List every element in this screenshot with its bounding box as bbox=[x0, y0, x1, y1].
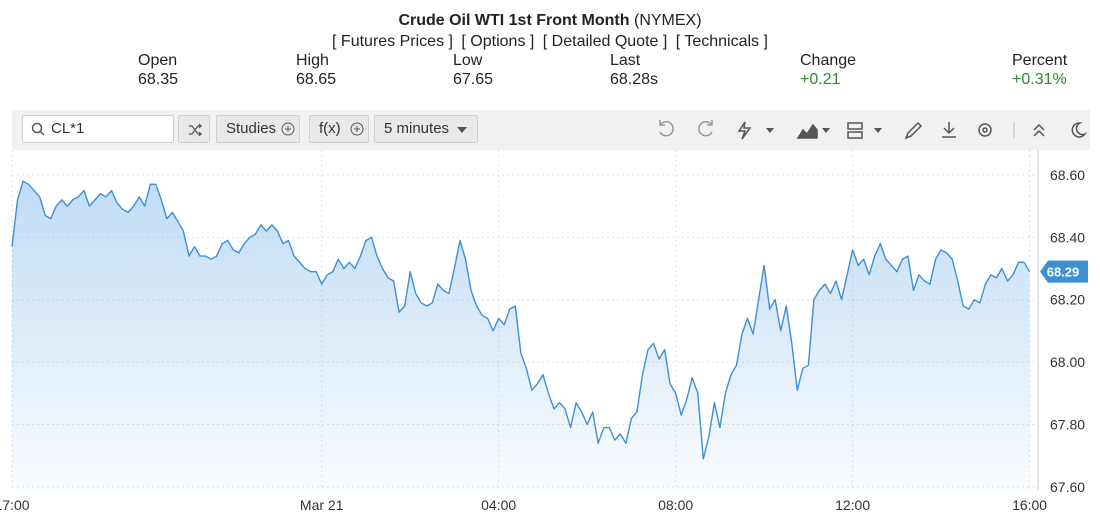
chart: 67.60 67.80 68.00 68.20 68.40 68.60 17:00 Mar 2… bbox=[0, 150, 1100, 514]
symbol: CL*1 bbox=[51, 120, 85, 137]
x-tick-label: 08:00 bbox=[658, 497, 693, 513]
quote-value: +0.21 bbox=[800, 71, 841, 88]
quote-value: 68.65 bbox=[296, 71, 337, 88]
quote-label: Percent bbox=[1012, 52, 1068, 69]
y-tick-label: 67.60 bbox=[1050, 479, 1085, 495]
search-icon bbox=[31, 122, 45, 136]
settings-icon[interactable] bbox=[978, 123, 992, 137]
link[interactable]: [ Options ] bbox=[461, 33, 535, 50]
collapse-icon[interactable] bbox=[1033, 123, 1045, 137]
quote-value: +0.31% bbox=[1012, 71, 1067, 88]
links: [ Futures Prices ] [ Options ] [ Detaile… bbox=[0, 33, 1100, 51]
y-tick-label: 68.00 bbox=[1050, 354, 1085, 370]
studies: Studies bbox=[226, 120, 277, 137]
link[interactable]: [ Technicals ] bbox=[675, 33, 768, 50]
last-value-tag bbox=[1040, 260, 1088, 283]
link[interactable]: [ Detailed Quote ] bbox=[542, 33, 668, 50]
x-tick-label: 04:00 bbox=[481, 497, 516, 513]
x-tick-label: 12:00 bbox=[835, 497, 870, 513]
title: Crude Oil WTI 1st Front Month bbox=[398, 12, 630, 29]
fx-button[interactable]: f(x) bbox=[309, 115, 369, 143]
x-axis-band bbox=[0, 492, 1100, 514]
last-value-label: 68.29 bbox=[1047, 265, 1080, 280]
layout-icon[interactable] bbox=[847, 122, 863, 139]
caret-icon bbox=[457, 127, 467, 133]
symbol-input[interactable]: CL*1 bbox=[22, 115, 174, 143]
flash-icon[interactable] bbox=[737, 121, 752, 140]
draw-icon[interactable] bbox=[904, 121, 923, 140]
compare-button[interactable] bbox=[178, 115, 210, 143]
studies-button[interactable]: Studies bbox=[216, 115, 300, 143]
quote-label: Low bbox=[453, 52, 483, 69]
undo-icon[interactable] bbox=[659, 120, 674, 137]
quote-value: 67.65 bbox=[453, 71, 494, 88]
quote-label: Last bbox=[610, 52, 641, 69]
shuffle-icon bbox=[189, 123, 202, 137]
plus-icon bbox=[281, 122, 295, 136]
fx: f(x) bbox=[319, 120, 341, 137]
quote-label: Open bbox=[138, 52, 178, 69]
interval: 5 minutes bbox=[384, 120, 450, 137]
toolbar-icons bbox=[659, 120, 1088, 140]
x-tick-label: Mar 21 bbox=[300, 497, 344, 513]
link[interactable]: [ Futures Prices ] bbox=[332, 33, 453, 50]
y-tick-label: 68.40 bbox=[1050, 229, 1085, 245]
y-tick-label: 68.20 bbox=[1050, 292, 1085, 308]
x-tick-label: 16:00 bbox=[1012, 497, 1047, 513]
area-fill bbox=[12, 181, 1030, 490]
download-icon[interactable] bbox=[942, 122, 956, 138]
toolbar: CL*1 Studies f(x) 5 minutes bbox=[12, 110, 1090, 150]
plus-icon bbox=[350, 122, 364, 136]
quote-value: 68.28s bbox=[610, 71, 659, 88]
title-line: Crude Oil WTI 1st Front Month (NYMEX) bbox=[0, 12, 1100, 30]
price-line bbox=[11, 180, 1031, 460]
chart-type-icon[interactable] bbox=[796, 123, 818, 139]
y-tick-label: 68.60 bbox=[1050, 167, 1085, 183]
redo-icon[interactable] bbox=[698, 120, 713, 137]
quote-label: High bbox=[296, 52, 329, 69]
quote-label: Change bbox=[800, 52, 857, 69]
quote-value: 68.35 bbox=[138, 71, 179, 88]
exchange: (NYMEX) bbox=[633, 12, 702, 29]
x-tick-label: 17:00 bbox=[0, 497, 30, 513]
y-tick-label: 67.80 bbox=[1050, 416, 1085, 432]
interval-button[interactable]: 5 minutes bbox=[374, 115, 478, 143]
theme-icon[interactable] bbox=[1071, 122, 1088, 138]
